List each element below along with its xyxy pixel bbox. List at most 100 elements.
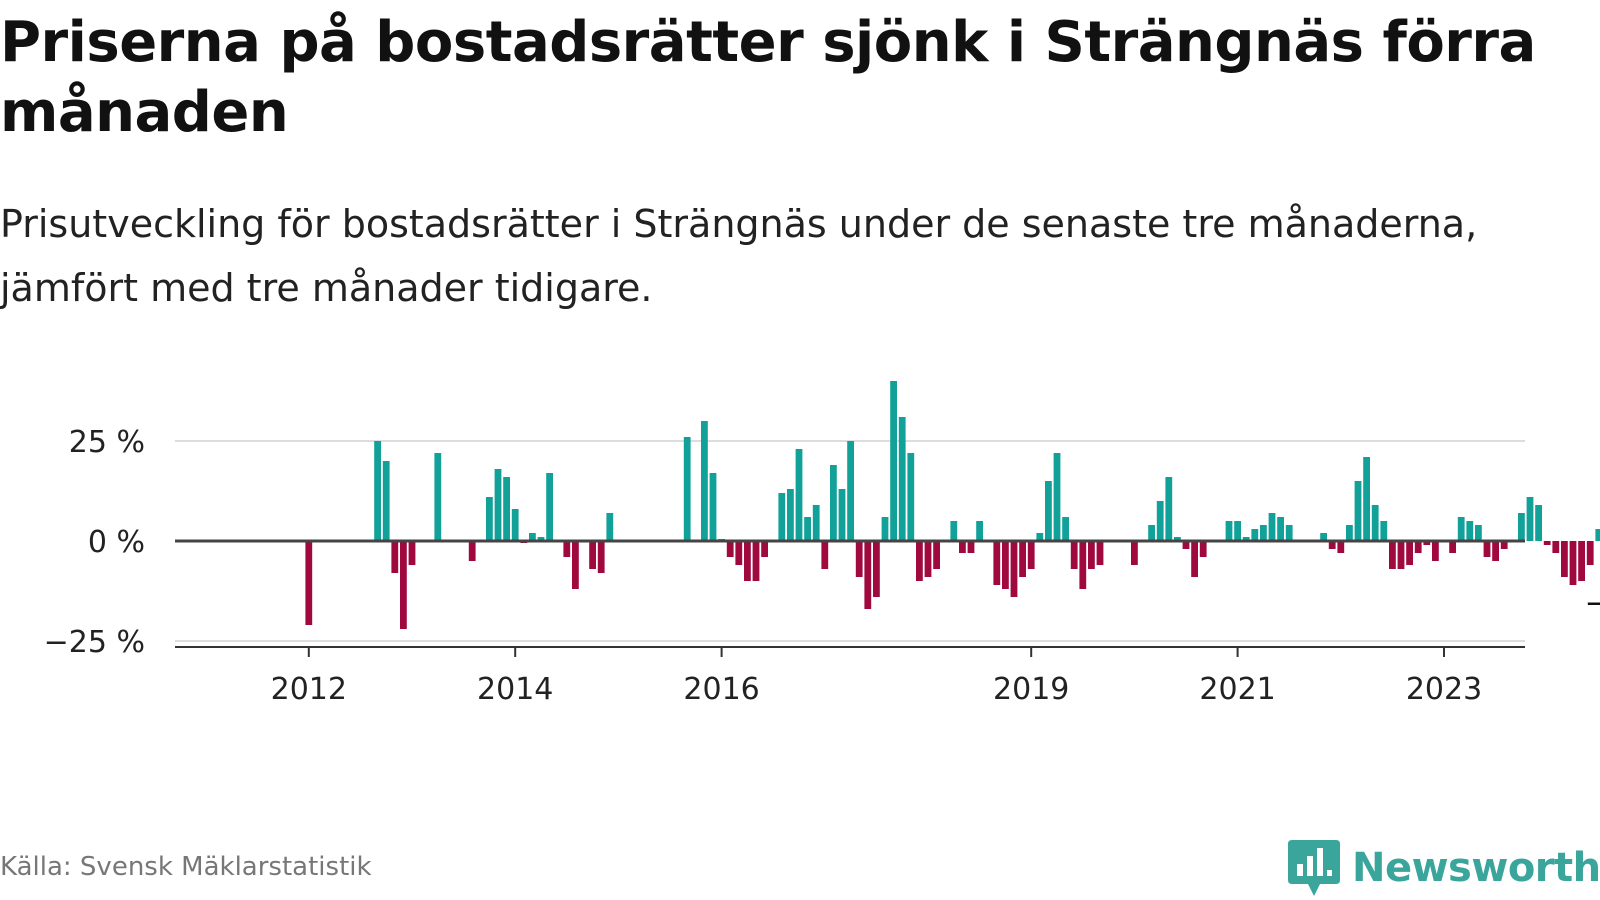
bar [1380, 521, 1388, 541]
bar [1423, 541, 1431, 545]
bar [1019, 541, 1026, 577]
bar [993, 541, 1001, 585]
bar [709, 473, 717, 541]
bar [1337, 541, 1345, 553]
bar [1492, 541, 1499, 561]
bar [898, 417, 906, 541]
x-tick-label: 2019 [993, 672, 1069, 707]
bar [1182, 541, 1190, 549]
bar [830, 465, 837, 541]
bar [589, 541, 596, 569]
bar [683, 437, 691, 541]
bar [1475, 525, 1482, 541]
bar [1002, 541, 1009, 589]
bar [434, 453, 442, 541]
bar [1535, 505, 1542, 541]
bar [752, 541, 760, 581]
bars [305, 381, 1600, 629]
bar [1397, 541, 1405, 569]
bar [1328, 541, 1336, 549]
bar [1036, 533, 1044, 541]
bar [778, 493, 786, 541]
bar [1543, 541, 1551, 545]
bar [494, 469, 502, 541]
bar [950, 521, 958, 541]
bar [726, 541, 734, 557]
bar [1053, 453, 1061, 541]
bar [1466, 521, 1474, 541]
newsworthy-logo[interactable]: Newsworthy [1288, 840, 1600, 896]
bar [606, 513, 614, 541]
bar [967, 541, 975, 553]
bar [1096, 541, 1104, 565]
bar [1062, 517, 1069, 541]
y-tick-label: 25 % [69, 425, 145, 460]
axes [175, 539, 1525, 657]
bar [1552, 541, 1560, 553]
bar [1578, 541, 1585, 581]
y-tick-label: 0 % [88, 525, 145, 560]
bar [572, 541, 579, 589]
bar [838, 489, 846, 541]
bar [1363, 457, 1370, 541]
bar [1156, 501, 1164, 541]
bar [735, 541, 743, 565]
bar [1277, 517, 1284, 541]
bar [976, 521, 983, 541]
newsworthy-chart-bubble-icon [1288, 840, 1340, 896]
bar [1010, 541, 1018, 597]
bar [408, 541, 416, 565]
y-tick-label: −25 % [44, 625, 145, 660]
bar [1251, 529, 1259, 541]
bar [812, 505, 820, 541]
bar [1518, 513, 1525, 541]
bar [1432, 541, 1439, 561]
bar [701, 421, 708, 541]
bar [1285, 525, 1293, 541]
bar [1070, 541, 1078, 569]
bar [1225, 521, 1233, 541]
x-tick-label: 2012 [271, 672, 347, 707]
bar [382, 461, 390, 541]
bar [1088, 541, 1095, 569]
bar [804, 517, 811, 541]
bar [597, 541, 605, 573]
bar [546, 473, 553, 541]
bar-chart: 25 % 0 % −25 % 2012 2014 2016 2019 2021 2023 −4 % [44, 381, 1600, 707]
bar [1191, 541, 1198, 577]
bar [1354, 481, 1362, 541]
bar [468, 541, 476, 561]
bar [907, 453, 915, 541]
bar [1320, 533, 1327, 541]
bar [511, 509, 519, 541]
bar [1449, 541, 1456, 553]
bar [1406, 541, 1413, 565]
bar [1371, 505, 1379, 541]
bar [855, 541, 863, 577]
bar [1457, 517, 1465, 541]
logo-text: Newsworthy [1352, 845, 1600, 891]
bar [959, 541, 966, 553]
x-tick-label: 2023 [1406, 672, 1482, 707]
bar [1595, 529, 1600, 541]
bar [1131, 541, 1138, 565]
bar [1242, 537, 1250, 541]
bar [881, 517, 889, 541]
bar [486, 497, 493, 541]
source-note: Källa: Svensk Mäklarstatistik [0, 852, 372, 882]
bar [787, 489, 794, 541]
bar [1268, 513, 1276, 541]
bar [924, 541, 932, 577]
chart-subtitle: Prisutveckling för bostadsrätter i Strän… [0, 202, 1478, 310]
x-tick-label: 2014 [477, 672, 553, 707]
x-tick-label: 2016 [683, 672, 759, 707]
chart-title: Priserna på bostadsrätter sjönk i Sträng… [0, 10, 1536, 145]
bar [1346, 525, 1353, 541]
bar [1260, 525, 1267, 541]
bar [503, 477, 510, 541]
bar [1079, 541, 1087, 589]
bar [1027, 541, 1035, 569]
bar [761, 541, 768, 557]
bar [873, 541, 880, 597]
bar [1561, 541, 1568, 577]
